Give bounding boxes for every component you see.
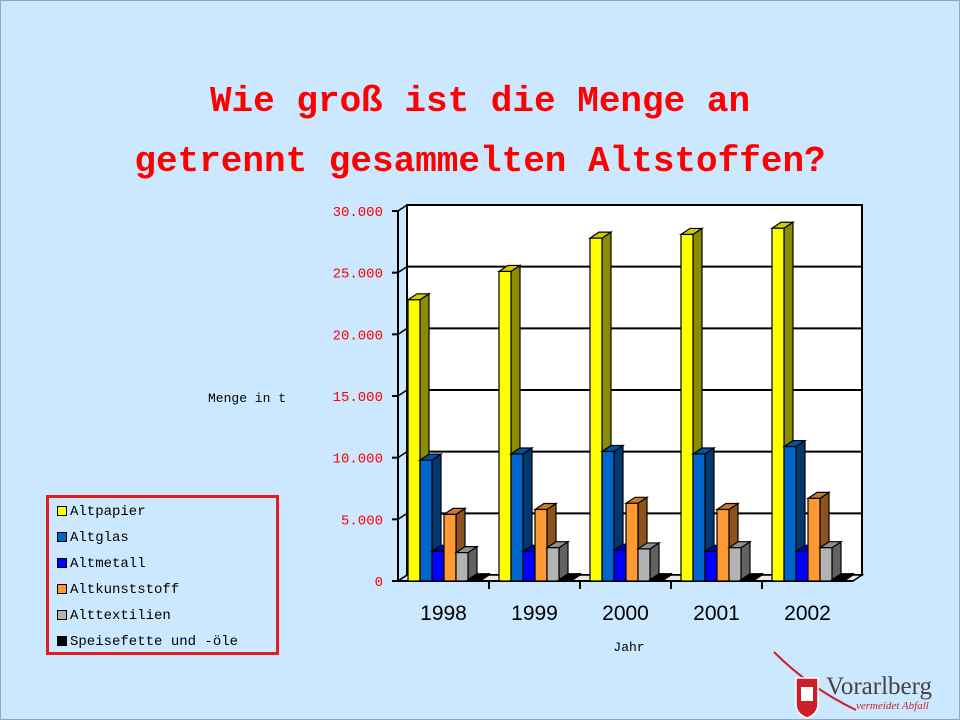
- y-tick-label: 5.000: [341, 513, 383, 529]
- y-gridline-side: [397, 266, 408, 274]
- bar: [522, 550, 536, 582]
- bar: [807, 497, 821, 582]
- page-title: Wie groß ist die Menge an getrennt gesam…: [0, 72, 960, 192]
- title-line-2: getrennt gesammelten Altstoffen?: [134, 141, 826, 182]
- bar: [716, 508, 730, 582]
- x-tick-label: 1998: [420, 602, 467, 625]
- y-gridline-side: [397, 389, 408, 397]
- x-tick-label: 2000: [602, 602, 649, 625]
- bar: [819, 547, 833, 582]
- bar: [431, 550, 445, 582]
- legend-swatch: [57, 532, 67, 543]
- logo-name: Vorarlberg: [826, 673, 932, 700]
- legend-item: Altmetall: [57, 556, 146, 574]
- vorarlberg-logo: Vorarlberg vermeidet Abfall: [773, 651, 932, 719]
- bar: [601, 450, 615, 582]
- bar: [692, 453, 706, 582]
- bar: [498, 270, 512, 582]
- y-gridline-side: [397, 512, 408, 520]
- bar: [546, 547, 560, 582]
- bar: [407, 299, 421, 582]
- y-tick-label: 20.000: [333, 328, 383, 344]
- legend-swatch: [57, 636, 67, 647]
- bar: [419, 459, 433, 582]
- legend-item: Altpapier: [57, 504, 146, 522]
- x-tick-label: 2001: [693, 602, 740, 625]
- legend-label: Altmetall: [70, 556, 146, 572]
- legend-item: Altglas: [57, 530, 129, 548]
- x-tick-label: 1999: [511, 602, 558, 625]
- bar: [680, 233, 694, 582]
- legend-swatch: [57, 584, 67, 595]
- bar: [649, 579, 663, 582]
- bar: [534, 508, 548, 582]
- y-gridline-side: [397, 451, 408, 459]
- chart-legend: Altpapier Altglas Altmetall Altkunststoff Al…: [46, 495, 279, 655]
- logo-tagline: vermeidet Abfall: [856, 700, 929, 712]
- bar: [589, 237, 603, 582]
- y-tick-label: 10.000: [333, 452, 383, 468]
- legend-label: Alttextilien: [70, 608, 171, 624]
- legend-swatch: [57, 610, 67, 621]
- bar: [625, 502, 639, 582]
- bar: [637, 548, 651, 582]
- y-gridline-side: [397, 204, 408, 212]
- y-axis-label: Menge in t: [208, 391, 286, 406]
- legend-item: Speisefette und -öle: [57, 634, 238, 652]
- bar: [443, 513, 457, 582]
- y-tick-label: 25.000: [333, 267, 383, 283]
- legend-label: Altglas: [70, 530, 129, 546]
- bar: [467, 579, 481, 582]
- bar: [771, 227, 785, 582]
- bar: [783, 445, 797, 582]
- legend-label: Altkunststoff: [70, 582, 180, 598]
- bar: [558, 579, 572, 582]
- bar: [740, 579, 754, 582]
- bar: [510, 453, 524, 582]
- x-axis-label: Jahr: [613, 640, 644, 655]
- bar: [728, 547, 742, 582]
- legend-swatch: [57, 558, 67, 569]
- y-gridline-side: [397, 327, 408, 335]
- legend-item: Alttextilien: [57, 608, 171, 626]
- y-tick-label: 15.000: [333, 390, 383, 406]
- legend-item: Altkunststoff: [57, 582, 179, 600]
- x-tick-label: 2002: [784, 602, 831, 625]
- y-tick-label: 30.000: [333, 205, 383, 221]
- bar: [831, 579, 845, 582]
- bar: [613, 549, 627, 582]
- legend-swatch: [57, 506, 67, 517]
- legend-label: Speisefette und -öle: [70, 634, 239, 650]
- bar: [704, 550, 718, 582]
- title-line-1: Wie groß ist die Menge an: [209, 81, 751, 122]
- y-tick-label: 0: [375, 575, 383, 591]
- bar: [795, 550, 809, 582]
- bar: [455, 552, 469, 582]
- legend-label: Altpapier: [70, 504, 146, 520]
